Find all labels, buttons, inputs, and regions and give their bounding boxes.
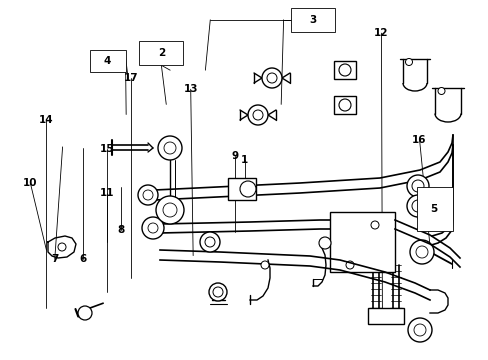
- Text: 2: 2: [158, 48, 164, 58]
- Text: 4: 4: [103, 56, 111, 66]
- Circle shape: [346, 261, 353, 269]
- Circle shape: [406, 175, 428, 197]
- Circle shape: [370, 221, 378, 229]
- Circle shape: [163, 203, 177, 217]
- Circle shape: [156, 196, 183, 224]
- Circle shape: [142, 190, 153, 200]
- Text: 6: 6: [80, 254, 86, 264]
- Text: 16: 16: [411, 135, 426, 145]
- Bar: [227, 178, 256, 200]
- Circle shape: [409, 240, 433, 264]
- Text: 3: 3: [309, 15, 316, 25]
- Circle shape: [240, 181, 256, 197]
- Circle shape: [413, 324, 425, 336]
- Circle shape: [252, 110, 263, 120]
- Circle shape: [142, 217, 163, 239]
- Text: 12: 12: [373, 28, 388, 38]
- Text: 17: 17: [123, 73, 138, 84]
- Circle shape: [208, 283, 226, 301]
- Circle shape: [204, 237, 215, 247]
- Circle shape: [407, 318, 431, 342]
- Circle shape: [338, 99, 350, 111]
- Circle shape: [213, 287, 223, 297]
- Circle shape: [338, 64, 350, 76]
- Circle shape: [247, 105, 267, 125]
- Bar: [333, 96, 355, 114]
- Text: 1: 1: [241, 155, 247, 165]
- Circle shape: [163, 142, 176, 154]
- Circle shape: [148, 223, 158, 233]
- Circle shape: [266, 73, 276, 83]
- Text: 13: 13: [183, 84, 198, 94]
- Circle shape: [158, 136, 182, 160]
- Bar: [290, 8, 334, 32]
- Text: 9: 9: [231, 150, 238, 161]
- Circle shape: [405, 58, 412, 66]
- Circle shape: [318, 237, 330, 249]
- Bar: [369, 308, 381, 316]
- Circle shape: [58, 243, 66, 251]
- Circle shape: [78, 306, 92, 320]
- Bar: [367, 308, 403, 324]
- Text: 5: 5: [429, 204, 436, 214]
- Text: 7: 7: [51, 254, 59, 264]
- Text: 11: 11: [99, 188, 114, 198]
- Text: 10: 10: [23, 178, 38, 188]
- Circle shape: [411, 180, 423, 192]
- Bar: [417, 187, 452, 231]
- Circle shape: [437, 87, 444, 94]
- Circle shape: [415, 246, 427, 258]
- Bar: [389, 308, 401, 316]
- Circle shape: [411, 200, 423, 212]
- Text: 14: 14: [39, 114, 54, 125]
- Bar: [333, 61, 355, 79]
- Bar: [89, 50, 125, 72]
- Circle shape: [200, 232, 220, 252]
- Bar: [329, 212, 394, 272]
- Text: 15: 15: [99, 144, 114, 154]
- Circle shape: [138, 185, 158, 205]
- Bar: [139, 41, 183, 65]
- Circle shape: [406, 195, 428, 217]
- Circle shape: [262, 68, 282, 88]
- Text: 8: 8: [118, 225, 124, 235]
- Circle shape: [261, 261, 268, 269]
